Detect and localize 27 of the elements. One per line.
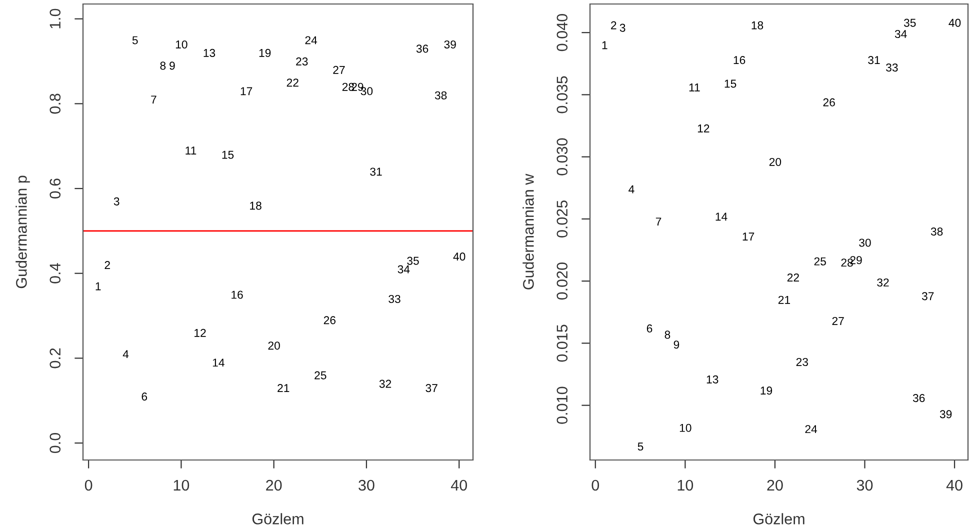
y-tick-label: 0.010 — [556, 386, 568, 424]
y-tick-label: 0.8 — [50, 94, 61, 114]
y-axis-title: Gudermannian w — [522, 174, 534, 290]
x-tick-label: 30 — [358, 480, 374, 491]
y-tick-label: 0.020 — [556, 262, 568, 300]
x-tick-label: 20 — [266, 480, 282, 491]
x-tick-label: 40 — [450, 480, 468, 491]
y-tick-label: 0.0 — [50, 433, 61, 454]
x-tick-label: 20 — [767, 480, 783, 491]
y-tick-label: 0.2 — [50, 348, 61, 368]
x-tick-label: 40 — [946, 480, 962, 491]
x-axis-title: Gözlem — [753, 513, 804, 524]
x-tick-label: 30 — [856, 480, 873, 491]
x-tick-label: 10 — [678, 480, 694, 491]
y-tick-label: 0.025 — [556, 200, 568, 238]
x-tick-label: 0 — [592, 480, 600, 491]
y-tick-label: 0.6 — [50, 178, 61, 199]
x-axis-title: Gözlem — [252, 513, 304, 524]
y-tick-label: 1.0 — [50, 8, 61, 28]
y-tick-label: 0.040 — [556, 14, 568, 52]
y-tick-label: 0.015 — [556, 324, 568, 362]
y-tick-label: 0.030 — [556, 138, 568, 176]
y-axis-title: Gudermannian p — [16, 176, 30, 288]
x-tick-label: 10 — [174, 480, 190, 491]
y-tick-label: 0.035 — [556, 76, 568, 114]
x-tick-label: 0 — [84, 480, 92, 491]
y-tick-label: 0.4 — [50, 263, 61, 284]
